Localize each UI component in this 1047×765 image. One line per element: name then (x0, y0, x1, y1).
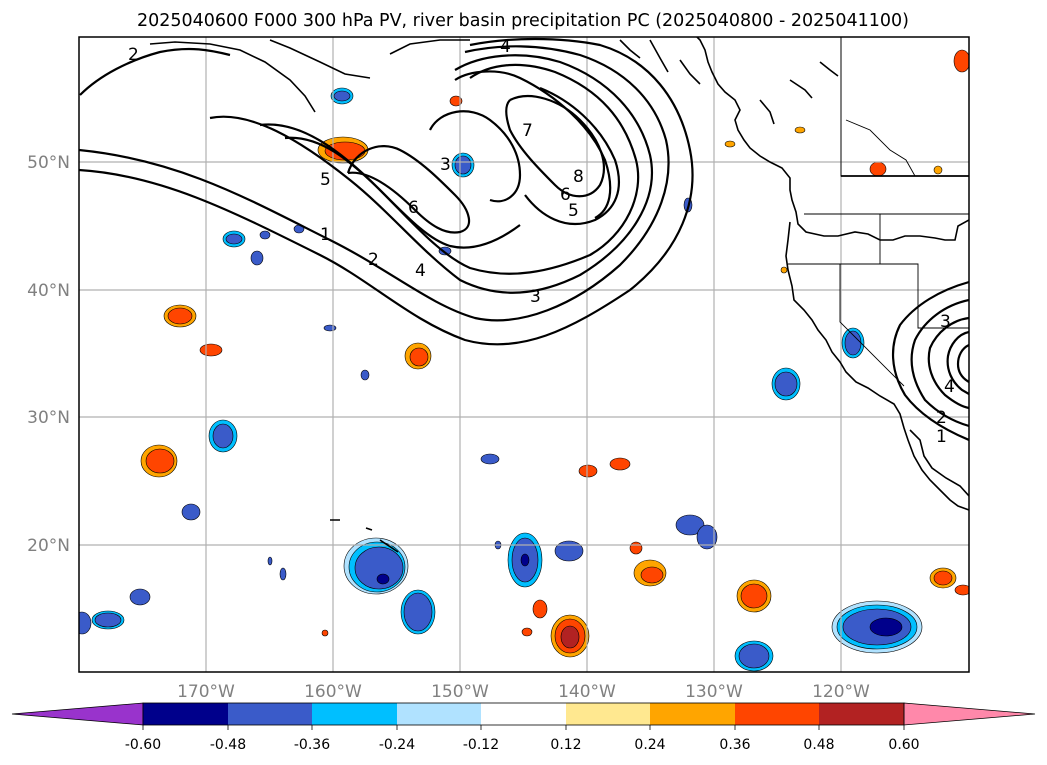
political-borders (788, 37, 969, 387)
contour-label: 3 (530, 287, 541, 307)
lat-label-30n: 30°N (27, 408, 70, 428)
colorbar-bin (397, 703, 481, 725)
contour-label: 4 (500, 37, 511, 57)
colorbar-bin (650, 703, 735, 725)
pv-contour-9 (454, 70, 612, 219)
graticule (79, 37, 969, 672)
pv-contour-11 (891, 280, 969, 442)
pv-contour-3 (209, 54, 653, 294)
colorbar-bin (819, 703, 904, 725)
pv-contours (79, 37, 969, 442)
lon-label-160w: 160°W (304, 682, 362, 702)
colorbar-under-arrow (11, 702, 144, 726)
pv-contour-14 (946, 330, 969, 395)
contour-label: 2 (936, 408, 947, 428)
map-frame (78, 36, 970, 673)
colorbar-bin (735, 703, 819, 725)
lon-label-150w: 150°W (431, 682, 489, 702)
contour-label: 6 (560, 185, 571, 205)
contour-label: 1 (936, 427, 947, 447)
contour-label: 5 (320, 170, 331, 190)
pv-contour-15 (956, 343, 969, 383)
contour-label: 4 (415, 261, 426, 281)
pv-contour-12 (910, 298, 969, 428)
latitude-labels: 50°N 40°N 30°N 20°N (27, 153, 70, 556)
colorbar: -0.60 -0.48 -0.36 -0.24 -0.12 0.12 0.24 … (11, 702, 1036, 753)
pv-contour-10 (79, 47, 231, 96)
pv-contour-labels: 2 4 7 8 6 5 3 5 6 1 2 4 3 3 4 2 1 (128, 37, 955, 447)
colorbar-tick-label: 0.60 (888, 737, 919, 753)
contour-label: 1 (320, 225, 331, 245)
colorbar-tick-label: -0.36 (294, 737, 330, 753)
pv-contour-7 (429, 110, 522, 203)
contour-label: 3 (440, 155, 451, 175)
colorbar-tick-label: 0.12 (550, 737, 581, 753)
lon-label-140w: 140°W (558, 682, 616, 702)
lon-label-130w: 130°W (685, 682, 743, 702)
coastlines (149, 37, 969, 553)
colorbar-tick-label: 0.36 (719, 737, 750, 753)
longitude-labels: 170°W 160°W 150°W 140°W 130°W 120°W (177, 682, 870, 702)
colorbar-tick-label: 0.24 (634, 737, 665, 753)
pv-contour-5 (284, 86, 620, 249)
positive-anomaly (140, 49, 969, 658)
colorbar-bin (566, 703, 650, 725)
colorbar-bin (481, 703, 566, 725)
lat-label-40n: 40°N (27, 281, 70, 301)
contour-label: 2 (128, 45, 139, 65)
contour-label: 7 (522, 121, 533, 141)
colorbar-over-arrow (903, 702, 1036, 726)
pv-contour-1 (79, 37, 694, 346)
colorbar-bin (143, 703, 228, 725)
colorbar-tick-label: -0.24 (379, 737, 415, 753)
pv-contour-13 (927, 316, 969, 410)
lat-label-50n: 50°N (27, 153, 70, 173)
precip-anomaly-layer (79, 49, 969, 672)
colorbar-tick-label: -0.60 (125, 737, 161, 753)
contour-label: 5 (568, 201, 579, 221)
contour-label: 6 (408, 198, 419, 218)
colorbar-tick-label: -0.48 (210, 737, 246, 753)
lat-label-20n: 20°N (27, 536, 70, 556)
contour-label: 3 (940, 312, 951, 332)
contour-label: 8 (573, 167, 584, 187)
colorbar-tick-label: -0.12 (463, 737, 499, 753)
colorbar-tick-label: 0.48 (803, 737, 834, 753)
contour-label: 4 (944, 377, 955, 397)
lon-label-120w: 120°W (812, 682, 870, 702)
north-america-coast (696, 37, 969, 241)
pv-contour-2 (79, 45, 670, 322)
negative-anomaly (79, 87, 923, 672)
pv-contour-6 (346, 145, 471, 234)
colorbar-bin (312, 703, 397, 725)
colorbar-bin (228, 703, 312, 725)
figure-title: 2025040600 F000 300 hPa PV, river basin … (137, 11, 909, 31)
lon-label-170w: 170°W (177, 682, 235, 702)
contour-label: 2 (368, 250, 379, 270)
